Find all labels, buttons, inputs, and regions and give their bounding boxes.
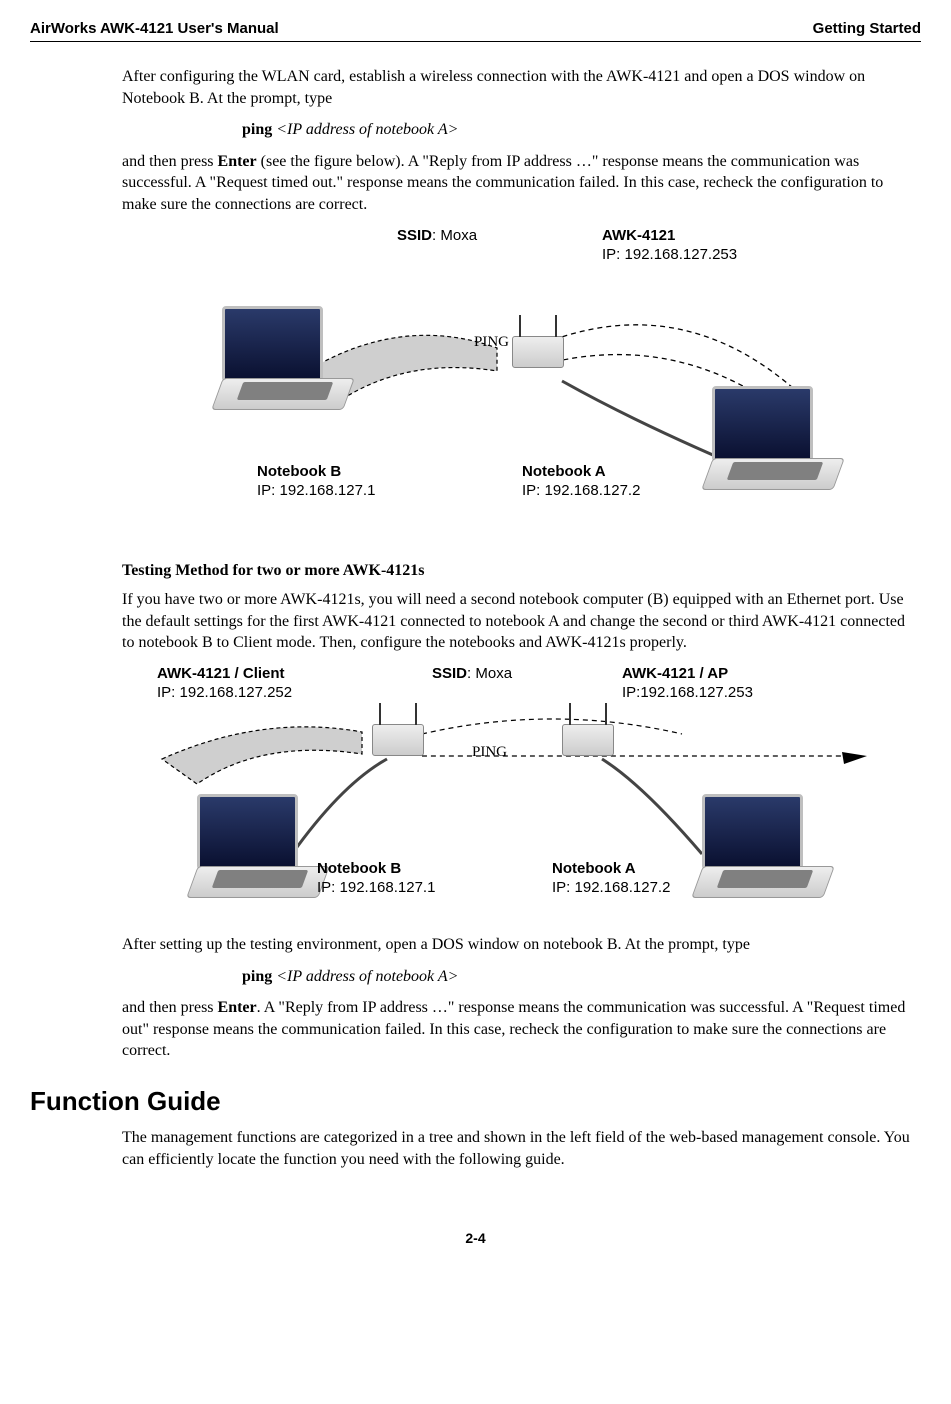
cmd-bold: ping bbox=[242, 121, 272, 138]
header-left: AirWorks AWK-4121 User's Manual bbox=[30, 20, 279, 37]
client-label: AWK-4121 / Client IP: 192.168.127.252 bbox=[157, 664, 292, 703]
cmd-italic: <IP address of notebook A> bbox=[272, 968, 458, 985]
text: IP: 192.168.127.2 bbox=[522, 482, 640, 499]
paragraph: After setting up the testing environment… bbox=[122, 934, 911, 956]
text-bold: Notebook A bbox=[552, 860, 636, 877]
text: : Moxa bbox=[432, 227, 477, 244]
cmd-italic: <IP address of notebook A> bbox=[272, 121, 458, 138]
ap-icon bbox=[512, 336, 564, 368]
ping-label: PING bbox=[474, 334, 509, 351]
paragraph: The management functions are categorized… bbox=[122, 1127, 911, 1170]
text: IP: 192.168.127.1 bbox=[257, 482, 375, 499]
text-bold: AWK-4121 / AP bbox=[622, 665, 728, 682]
paragraph: and then press Enter (see the figure bel… bbox=[122, 151, 911, 216]
header-rule bbox=[30, 41, 921, 42]
text: and then press bbox=[122, 153, 218, 170]
command-line: ping <IP address of notebook A> bbox=[242, 966, 911, 988]
laptop-b-icon bbox=[187, 794, 332, 904]
text-bold: Notebook B bbox=[317, 860, 401, 877]
ap-client-icon bbox=[372, 724, 424, 756]
notebook-a-label: Notebook A IP: 192.168.127.2 bbox=[522, 462, 640, 501]
text: IP: 192.168.127.252 bbox=[157, 684, 292, 701]
text-bold: Enter bbox=[218, 999, 257, 1016]
text: : Moxa bbox=[467, 665, 512, 682]
text-bold: AWK-4121 bbox=[602, 227, 675, 244]
text: IP: 192.168.127.1 bbox=[317, 879, 435, 896]
notebook-b-label: Notebook B IP: 192.168.127.1 bbox=[317, 859, 435, 898]
page-number: 2-4 bbox=[30, 1230, 921, 1246]
header-right: Getting Started bbox=[813, 20, 921, 37]
heading-2: Function Guide bbox=[30, 1086, 921, 1117]
ssid-label: SSID: Moxa bbox=[397, 226, 477, 246]
text-bold: Enter bbox=[218, 153, 257, 170]
ap-icon bbox=[562, 724, 614, 756]
page-header: AirWorks AWK-4121 User's Manual Getting … bbox=[30, 20, 921, 37]
text-bold: SSID bbox=[397, 227, 432, 244]
paragraph: After configuring the WLAN card, establi… bbox=[122, 66, 911, 109]
ssid-label: SSID: Moxa bbox=[432, 664, 512, 684]
text: IP:192.168.127.253 bbox=[622, 684, 753, 701]
notebook-a-label: Notebook A IP: 192.168.127.2 bbox=[552, 859, 670, 898]
cmd-bold: ping bbox=[242, 968, 272, 985]
notebook-b-label: Notebook B IP: 192.168.127.1 bbox=[257, 462, 375, 501]
awk-label: AWK-4121 IP: 192.168.127.253 bbox=[602, 226, 737, 265]
paragraph: and then press Enter. A "Reply from IP a… bbox=[122, 997, 911, 1062]
text: IP: 192.168.127.253 bbox=[602, 246, 737, 263]
paragraph: If you have two or more AWK-4121s, you w… bbox=[122, 589, 911, 654]
diagram-1: SSID: Moxa AWK-4121 IP: 192.168.127.253 … bbox=[122, 226, 911, 536]
heading-3: Testing Method for two or more AWK-4121s bbox=[122, 560, 911, 582]
text: IP: 192.168.127.2 bbox=[552, 879, 670, 896]
laptop-b-icon bbox=[212, 306, 357, 416]
laptop-a-icon bbox=[702, 386, 847, 496]
text-bold: Notebook B bbox=[257, 463, 341, 480]
ping-label: PING bbox=[472, 744, 507, 761]
laptop-a-icon bbox=[692, 794, 837, 904]
text-bold: AWK-4121 / Client bbox=[157, 665, 285, 682]
text-bold: Notebook A bbox=[522, 463, 606, 480]
command-line: ping <IP address of notebook A> bbox=[242, 119, 911, 141]
diagram-2: AWK-4121 / Client IP: 192.168.127.252 SS… bbox=[122, 664, 911, 924]
text-bold: SSID bbox=[432, 665, 467, 682]
text: and then press bbox=[122, 999, 218, 1016]
ap-label: AWK-4121 / AP IP:192.168.127.253 bbox=[622, 664, 753, 703]
